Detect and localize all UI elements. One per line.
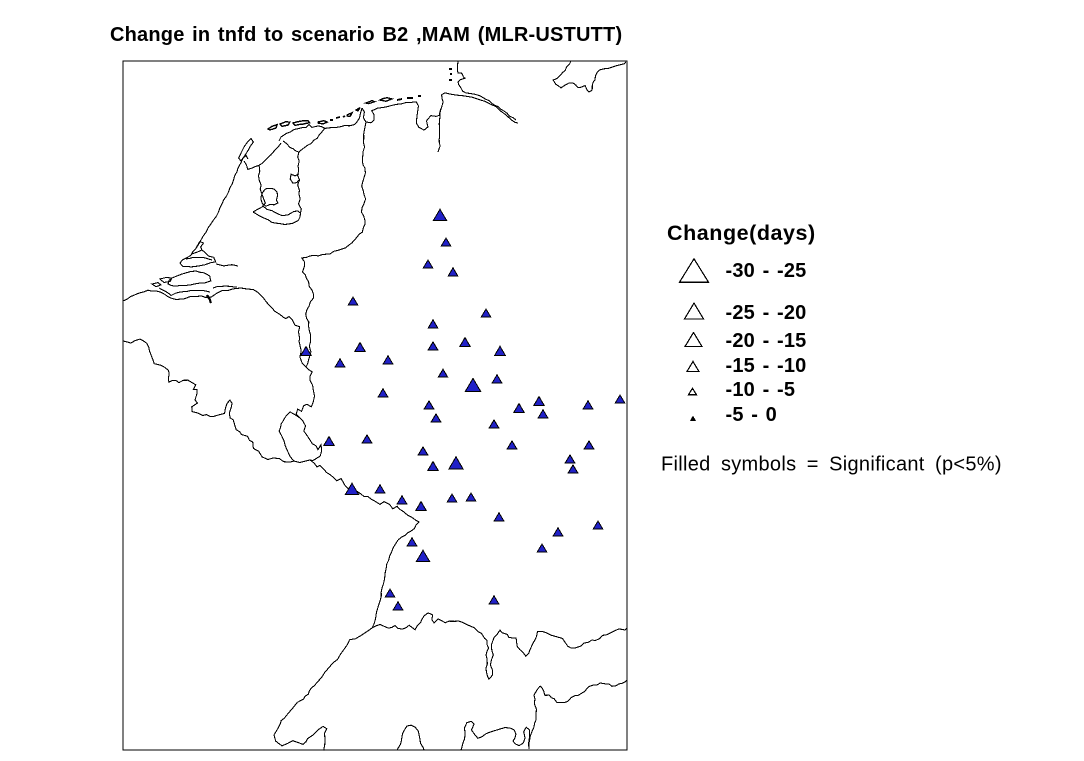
svg-text:-5 - 0: -5 - 0 bbox=[726, 404, 777, 426]
svg-text:-20 - -15: -20 - -15 bbox=[726, 330, 807, 352]
svg-text:-25 - -20: -25 - -20 bbox=[726, 302, 807, 324]
svg-text:Change(days): Change(days) bbox=[667, 221, 816, 245]
svg-text:-10 - -5: -10 - -5 bbox=[726, 379, 796, 401]
svg-text:Filled symbols = Significant (: Filled symbols = Significant (p<5%) bbox=[661, 454, 1002, 476]
svg-text:-15 - -10: -15 - -10 bbox=[726, 355, 807, 377]
svg-text:Change in tnfd to scenario B2: Change in tnfd to scenario B2 ,MAM (MLR-… bbox=[110, 24, 622, 46]
svg-text:-30 - -25: -30 - -25 bbox=[726, 260, 807, 282]
